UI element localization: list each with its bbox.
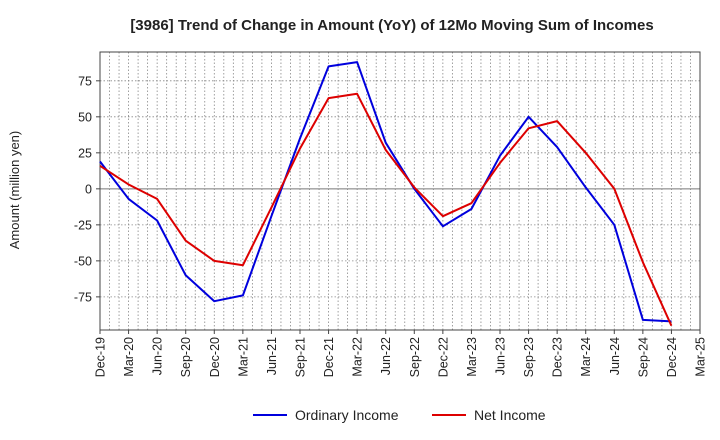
x-tick-label: Mar-24 (579, 337, 593, 377)
x-tick-label: Mar-20 (122, 337, 136, 377)
y-tick-label: -25 (74, 218, 92, 232)
y-tick-label: -75 (74, 290, 92, 304)
x-tick-label: Jun-21 (265, 337, 279, 375)
legend-label: Net Income (474, 407, 546, 423)
x-tick-label: Dec-22 (436, 337, 450, 377)
grid (100, 52, 700, 330)
y-axis-ticks: 75 50 25 0 -25 -50 -75 (74, 74, 100, 304)
x-tick-label: Sep-23 (522, 337, 536, 377)
x-tick-label: Dec-19 (94, 337, 108, 377)
x-tick-label: Sep-22 (408, 337, 422, 377)
y-tick-label: 50 (78, 110, 92, 124)
x-tick-label: Dec-21 (322, 337, 336, 377)
y-tick-label: 25 (78, 146, 92, 160)
x-tick-label: Dec-20 (208, 337, 222, 377)
legend: Ordinary Income Net Income (253, 407, 546, 423)
x-tick-label: Sep-24 (636, 337, 650, 377)
series-line-ordinary-income (99, 61, 672, 323)
y-tick-label: 75 (78, 74, 92, 88)
series-line-net-income (99, 92, 673, 327)
x-tick-label: Mar-21 (236, 337, 250, 377)
x-tick-label: Jun-22 (379, 337, 393, 375)
y-tick-label: -50 (74, 254, 92, 268)
x-tick-label: Mar-22 (351, 337, 365, 377)
plot-area (99, 51, 701, 331)
x-tick-label: Jun-23 (494, 337, 508, 375)
x-axis-ticks: Dec-19 Mar-20 Jun-20 Sep-20 Dec-20 Mar-21 Jun-… (94, 330, 708, 377)
x-tick-label: Mar-23 (465, 337, 479, 377)
x-tick-label: Mar-25 (694, 337, 708, 377)
x-tick-label: Jun-24 (608, 337, 622, 375)
x-tick-label: Dec-23 (551, 337, 565, 377)
series-layer (99, 61, 673, 327)
y-axis-label: Amount (million yen) (7, 131, 22, 250)
x-tick-label: Dec-24 (665, 337, 679, 377)
chart-title: [3986] Trend of Change in Amount (YoY) o… (130, 17, 653, 34)
x-tick-label: Jun-20 (151, 337, 165, 375)
legend-label: Ordinary Income (295, 407, 399, 423)
y-tick-label: 0 (85, 182, 92, 196)
x-tick-label: Sep-21 (294, 337, 308, 377)
x-tick-label: Sep-20 (179, 337, 193, 377)
